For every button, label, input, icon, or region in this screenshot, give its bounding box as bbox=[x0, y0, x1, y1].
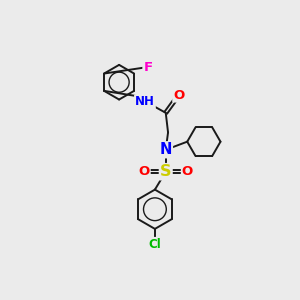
Text: S: S bbox=[160, 164, 172, 179]
Text: NH: NH bbox=[135, 95, 155, 109]
Text: O: O bbox=[182, 165, 193, 178]
Text: O: O bbox=[173, 88, 184, 101]
Text: N: N bbox=[160, 142, 172, 157]
Text: O: O bbox=[138, 165, 150, 178]
Text: Cl: Cl bbox=[148, 238, 161, 251]
Text: F: F bbox=[143, 61, 152, 74]
